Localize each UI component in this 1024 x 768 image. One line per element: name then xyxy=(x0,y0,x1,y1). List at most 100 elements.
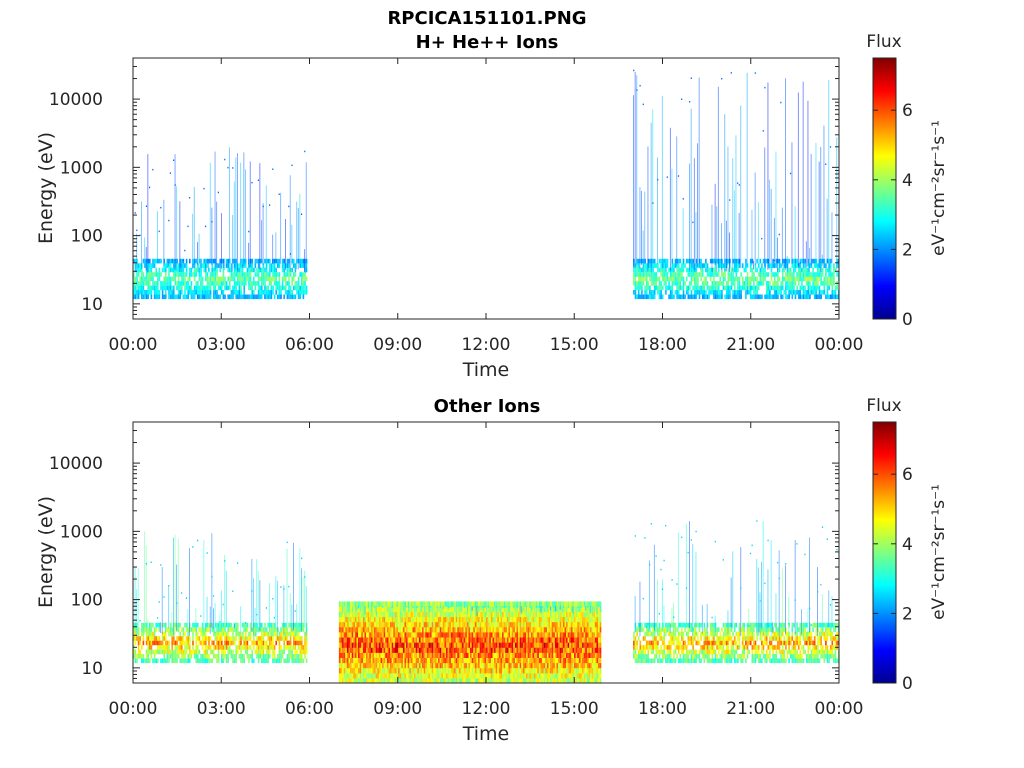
flux-cell xyxy=(208,294,210,300)
flux-cell xyxy=(380,601,383,607)
flux-cell xyxy=(781,281,784,286)
flux-cell xyxy=(275,658,277,664)
flux-cell xyxy=(386,621,389,628)
flux-cell xyxy=(444,642,447,648)
flux-cell xyxy=(267,290,269,295)
flux-cell xyxy=(548,652,551,658)
flux-cell xyxy=(494,662,496,669)
flux-cell xyxy=(765,294,768,300)
flux-cell xyxy=(165,631,167,637)
flux-cell xyxy=(802,290,805,295)
flux-cell xyxy=(641,290,643,295)
flux-cell xyxy=(548,662,551,669)
flux-cell xyxy=(458,627,461,633)
flux-cell xyxy=(179,645,181,650)
flux-cell xyxy=(530,632,533,638)
flux-cell xyxy=(508,637,511,643)
flux-dot xyxy=(176,602,178,604)
flux-cell xyxy=(351,668,354,674)
flux-cell xyxy=(815,290,818,295)
flux-cell xyxy=(227,285,229,291)
x-axis: 00:00 03:00 06:00 09:00 12:00 15:00 18:00 21:00… xyxy=(109,58,864,355)
flux-cell xyxy=(639,272,642,277)
flux-cell xyxy=(793,258,795,264)
flux-streak xyxy=(356,606,358,611)
colorbar-title: Flux xyxy=(866,32,901,52)
flux-cell xyxy=(431,606,434,612)
flux-cell xyxy=(721,294,723,300)
flux-cell xyxy=(807,285,810,291)
flux-cell xyxy=(420,668,423,674)
flux-cell xyxy=(540,601,543,607)
flux-cell xyxy=(428,673,431,679)
flux-cell xyxy=(302,276,305,282)
flux-cell xyxy=(232,285,234,291)
flux-cell xyxy=(359,662,362,669)
flux-cell xyxy=(401,668,403,674)
flux-cell xyxy=(452,668,455,674)
flux-dot xyxy=(538,606,541,608)
flux-cell xyxy=(358,632,360,638)
flux-cell xyxy=(433,652,435,658)
flux-cell xyxy=(756,281,758,286)
flux-cell xyxy=(641,267,643,273)
flux-cell xyxy=(370,616,373,623)
flux-streak xyxy=(174,154,176,270)
flux-cell xyxy=(409,662,411,669)
flux-cell xyxy=(213,281,215,286)
flux-cell xyxy=(546,678,549,683)
flux-streak xyxy=(690,108,692,264)
flux-cell xyxy=(551,647,554,653)
flux-cell xyxy=(141,294,143,300)
flux-cell xyxy=(468,662,471,669)
flux-cell xyxy=(543,678,546,683)
flux-cell xyxy=(254,272,257,277)
flux-dot xyxy=(837,238,839,241)
flux-cell xyxy=(283,263,285,268)
flux-cell xyxy=(399,647,402,653)
flux-cell xyxy=(393,632,395,638)
flux-cell xyxy=(788,258,790,264)
flux-cell xyxy=(169,294,172,300)
flux-cell xyxy=(682,267,685,273)
flux-cell xyxy=(185,285,188,291)
flux-cell xyxy=(412,662,415,669)
flux-cell xyxy=(545,678,547,683)
flux-cell xyxy=(641,281,643,286)
flux-cell xyxy=(508,668,511,674)
flux-cell xyxy=(500,601,503,607)
flux-cell xyxy=(524,616,527,623)
flux-cell xyxy=(153,654,156,659)
flux-cell xyxy=(482,637,485,643)
flux-cell xyxy=(692,285,694,291)
flux-cell xyxy=(418,652,421,658)
flux-cell xyxy=(506,632,509,638)
flux-cell xyxy=(713,290,715,295)
flux-cell xyxy=(789,276,792,282)
flux-cell xyxy=(153,636,156,641)
flux-streak xyxy=(157,211,158,264)
flux-cell xyxy=(722,285,725,291)
flux-cell xyxy=(661,272,664,277)
flux-cell xyxy=(492,678,495,683)
flux-cell xyxy=(777,276,779,282)
flux-cell xyxy=(431,616,434,623)
flux-cell xyxy=(447,678,450,683)
flux-cell xyxy=(529,616,531,623)
flux-cell xyxy=(246,654,249,659)
flux-dot xyxy=(272,168,274,170)
flux-cell xyxy=(301,281,303,286)
flux-cell xyxy=(807,267,810,273)
flux-cell xyxy=(639,276,642,282)
flux-cell xyxy=(348,601,351,607)
flux-cell xyxy=(452,616,455,623)
flux-cell xyxy=(296,640,298,646)
flux-cell xyxy=(430,627,432,633)
flux-cell xyxy=(370,627,373,633)
flux-cell xyxy=(410,678,413,683)
flux-cell xyxy=(500,627,503,633)
flux-cell xyxy=(133,276,135,282)
flux-streak xyxy=(141,201,142,270)
flux-cell xyxy=(362,652,365,658)
flux-cell xyxy=(248,267,250,273)
